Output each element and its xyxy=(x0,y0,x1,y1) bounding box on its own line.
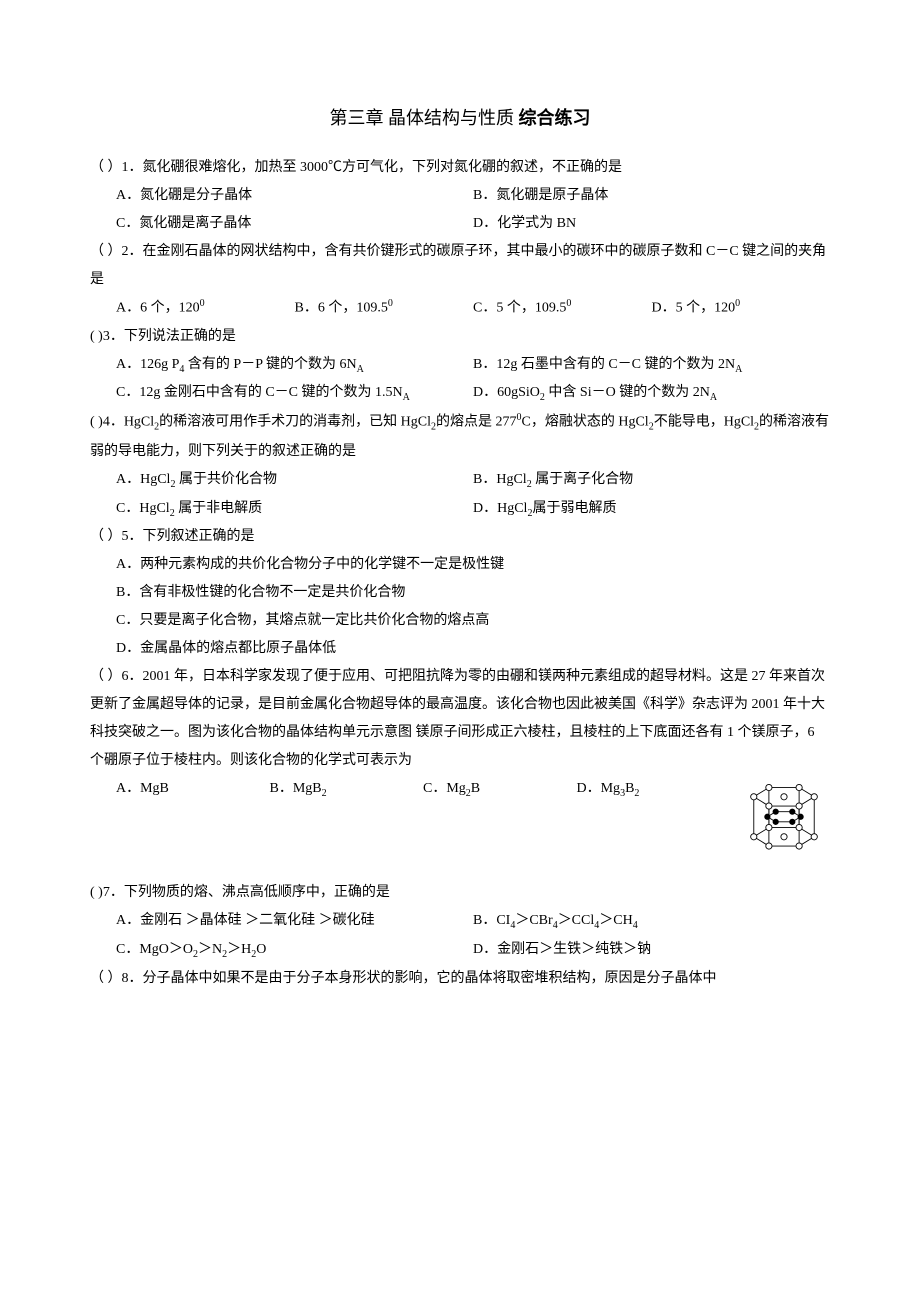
option: C．Mg2B xyxy=(423,775,577,804)
question: ( )3．下列说法正确的是A．126g P4 含有的 P－P 键的个数为 6NA… xyxy=(90,323,830,409)
option: C．12g 金刚石中含有的 C－C 键的个数为 1.5NA xyxy=(116,379,473,408)
crystal-structure-figure xyxy=(738,779,830,859)
title-part2: 综合练习 xyxy=(519,108,591,128)
option: C．MgO＞O2＞N2＞H2O xyxy=(116,936,473,965)
question-stem: （ ）2．在金刚石晶体的网状结构中，含有共价键形式的碳原子环，其中最小的碳环中的… xyxy=(90,238,830,294)
option: B．CI4＞CBr4＞CCl4＞CH4 xyxy=(473,907,830,936)
option-row: C．MgO＞O2＞N2＞H2OD．金刚石＞生铁＞纯铁＞钠 xyxy=(90,936,830,965)
option: C．氮化硼是离子晶体 xyxy=(116,210,473,238)
option: C．HgCl2 属于非电解质 xyxy=(116,495,473,524)
option: B．HgCl2 属于离子化合物 xyxy=(473,466,830,495)
option: A．HgCl2 属于共价化合物 xyxy=(116,466,473,495)
question-stem: （ ）8．分子晶体中如果不是由于分子本身形状的影响，它的晶体将取密堆积结构，原因… xyxy=(90,965,830,993)
option: A．6 个，1200 xyxy=(116,294,295,323)
question-stem: （ ）5．下列叙述正确的是 xyxy=(90,523,830,551)
question-stem: ( )7．下列物质的熔、沸点高低顺序中，正确的是 xyxy=(90,879,830,907)
option: A．126g P4 含有的 P－P 键的个数为 6NA xyxy=(116,351,473,380)
option: D．金属晶体的熔点都比原子晶体低 xyxy=(90,635,830,663)
option: A．两种元素构成的共价化合物分子中的化学键不一定是极性键 xyxy=(90,551,830,579)
option-row: A．氮化硼是分子晶体B．氮化硼是原子晶体 xyxy=(90,182,830,210)
page-title: 第三章 晶体结构与性质 综合练习 xyxy=(90,100,830,136)
question-stem: ( )3．下列说法正确的是 xyxy=(90,323,830,351)
option: D．金刚石＞生铁＞纯铁＞钠 xyxy=(473,936,830,965)
option: A．金刚石 ＞晶体硅 ＞二氧化硅 ＞碳化硅 xyxy=(116,907,473,936)
option-row: A．126g P4 含有的 P－P 键的个数为 6NAB．12g 石墨中含有的 … xyxy=(90,351,830,380)
question: （ ）8．分子晶体中如果不是由于分子本身形状的影响，它的晶体将取密堆积结构，原因… xyxy=(90,965,830,993)
question-stem: ( )4．HgCl2的稀溶液可用作手术刀的消毒剂，已知 HgCl2的熔点是 27… xyxy=(90,408,830,465)
option: B．MgB2 xyxy=(270,775,424,804)
option-row: A．金刚石 ＞晶体硅 ＞二氧化硅 ＞碳化硅B．CI4＞CBr4＞CCl4＞CH4 xyxy=(90,907,830,936)
question: （ ）1．氮化硼很难熔化，加热至 3000℃方可气化，下列对氮化硼的叙述，不正确… xyxy=(90,154,830,238)
option-row: C．氮化硼是离子晶体D．化学式为 BN xyxy=(90,210,830,238)
question-stem: （ ）1．氮化硼很难熔化，加热至 3000℃方可气化，下列对氮化硼的叙述，不正确… xyxy=(90,154,830,182)
title-part1: 第三章 晶体结构与性质 xyxy=(330,108,519,128)
question: （ ）5．下列叙述正确的是A．两种元素构成的共价化合物分子中的化学键不一定是极性… xyxy=(90,523,830,663)
option-row: A．HgCl2 属于共价化合物B．HgCl2 属于离子化合物 xyxy=(90,466,830,495)
option: B．氮化硼是原子晶体 xyxy=(473,182,830,210)
option-row: A．6 个，1200B．6 个，109.50C．5 个，109.50D．5 个，… xyxy=(90,294,830,323)
question-stem: （ ）6．2001 年，日本科学家发现了便于应用、可把阻抗降为零的由硼和镁两种元… xyxy=(90,663,830,775)
question: ( )4．HgCl2的稀溶液可用作手术刀的消毒剂，已知 HgCl2的熔点是 27… xyxy=(90,408,830,523)
questions-container: （ ）1．氮化硼很难熔化，加热至 3000℃方可气化，下列对氮化硼的叙述，不正确… xyxy=(90,154,830,993)
option: B．含有非极性键的化合物不一定是共价化合物 xyxy=(90,579,830,607)
option: A．MgB xyxy=(116,775,270,804)
option-row: C．12g 金刚石中含有的 C－C 键的个数为 1.5NAD．60gSiO2 中… xyxy=(90,379,830,408)
option: D．5 个，1200 xyxy=(652,294,831,323)
option-row: A．MgBB．MgB2C．Mg2BD．Mg3B2 xyxy=(90,775,730,804)
option: C．5 个，109.50 xyxy=(473,294,652,323)
option: D．Mg3B2 xyxy=(577,775,731,804)
option: C．只要是离子化合物，其熔点就一定比共价化合物的熔点高 xyxy=(90,607,830,635)
question: ( )7．下列物质的熔、沸点高低顺序中，正确的是A．金刚石 ＞晶体硅 ＞二氧化硅… xyxy=(90,879,830,965)
question: （ ）2．在金刚石晶体的网状结构中，含有共价键形式的碳原子环，其中最小的碳环中的… xyxy=(90,238,830,323)
option: B．12g 石墨中含有的 C－C 键的个数为 2NA xyxy=(473,351,830,380)
option: D．化学式为 BN xyxy=(473,210,830,238)
option: D．60gSiO2 中含 Si－O 键的个数为 2NA xyxy=(473,379,830,408)
option: A．氮化硼是分子晶体 xyxy=(116,182,473,210)
option: B．6 个，109.50 xyxy=(295,294,474,323)
option-row: C．HgCl2 属于非电解质D．HgCl2属于弱电解质 xyxy=(90,495,830,524)
option: D．HgCl2属于弱电解质 xyxy=(473,495,830,524)
question: （ ）6．2001 年，日本科学家发现了便于应用、可把阻抗降为零的由硼和镁两种元… xyxy=(90,663,830,879)
